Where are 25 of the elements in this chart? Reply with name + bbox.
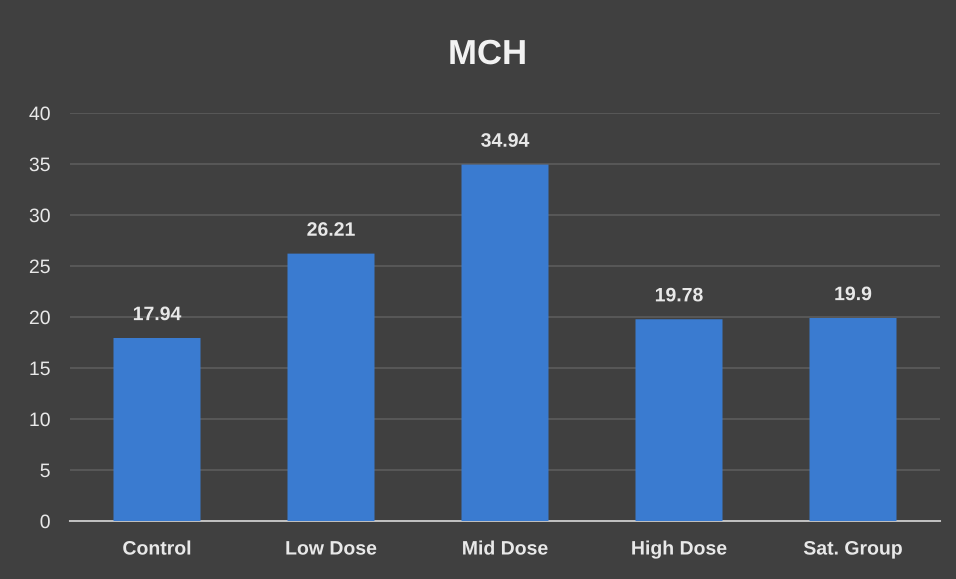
y-tick-label: 25	[30, 259, 50, 274]
y-tick-label: 40	[29, 106, 50, 120]
bar	[810, 318, 896, 521]
bar	[636, 319, 722, 521]
y-tick-label: 35	[30, 157, 50, 172]
y-tick-label: 20	[30, 310, 50, 324]
x-tick-label: Low Dose	[286, 541, 376, 555]
bar	[114, 338, 200, 521]
y-tick-label: 30	[30, 208, 50, 222]
y-tick-label: 10	[30, 412, 50, 426]
x-tick-label: High Dose	[632, 540, 726, 559]
y-tick-label: 5	[40, 464, 50, 478]
data-label: 34.94	[481, 133, 530, 147]
y-tick-label: 0	[40, 514, 50, 528]
data-label: 26.21	[307, 222, 355, 236]
bar	[288, 254, 374, 521]
x-tick-label: Mid Dose	[463, 540, 548, 555]
bar	[462, 164, 548, 521]
chart-title: MCH	[450, 40, 525, 64]
y-tick-label: 15	[30, 362, 50, 376]
x-tick-label: Control	[123, 540, 190, 555]
data-label: 19.78	[656, 288, 703, 302]
data-label: 19.9	[835, 286, 872, 300]
data-label: 17.94	[134, 306, 182, 320]
x-tick-label: Sat. Group	[804, 540, 902, 559]
